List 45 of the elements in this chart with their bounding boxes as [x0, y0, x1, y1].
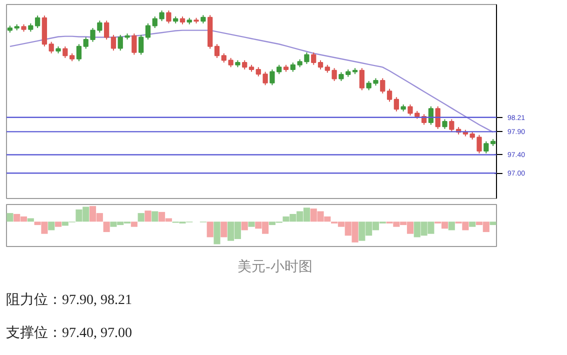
candlestick — [386, 88, 392, 102]
candlestick — [110, 34, 116, 52]
candlestick — [359, 68, 364, 91]
candlestick — [318, 60, 324, 70]
candlestick — [435, 106, 440, 130]
candlestick — [138, 34, 144, 56]
candlestick — [380, 78, 386, 94]
candlestick — [394, 96, 399, 112]
bar — [103, 222, 110, 232]
bar — [54, 222, 62, 227]
candlestick — [311, 52, 316, 66]
bar — [214, 222, 220, 244]
bar — [448, 222, 455, 230]
bar — [241, 222, 248, 230]
candlestick — [449, 118, 454, 132]
bar — [144, 210, 152, 222]
bar — [138, 213, 144, 222]
candlestick — [76, 44, 82, 62]
candlestick — [242, 60, 248, 70]
bar — [248, 222, 255, 227]
candlestick — [484, 140, 489, 154]
text: 美元-小时图 — [238, 258, 312, 277]
text: 支撑位：97.40, 97.00 — [6, 324, 132, 343]
candlestick — [83, 36, 88, 50]
bar — [490, 222, 496, 226]
candlestick — [62, 46, 68, 58]
bar — [206, 222, 214, 238]
candlestick — [132, 33, 137, 56]
bar — [48, 222, 55, 230]
candlestick — [332, 68, 337, 82]
candlestick — [166, 10, 172, 24]
text: 阻力位：97.90, 98.21 — [6, 292, 132, 310]
candlestick — [145, 22, 151, 40]
bar — [152, 211, 158, 222]
bar — [130, 222, 138, 227]
candlestick — [104, 20, 110, 40]
bar — [220, 222, 228, 238]
candlestick — [442, 118, 448, 130]
candlestick — [48, 41, 54, 54]
candlestick — [304, 52, 310, 64]
candlestick — [214, 44, 220, 58]
candlestick — [428, 106, 434, 126]
bar — [6, 213, 14, 222]
bar — [469, 222, 476, 227]
candlestick — [34, 15, 40, 28]
